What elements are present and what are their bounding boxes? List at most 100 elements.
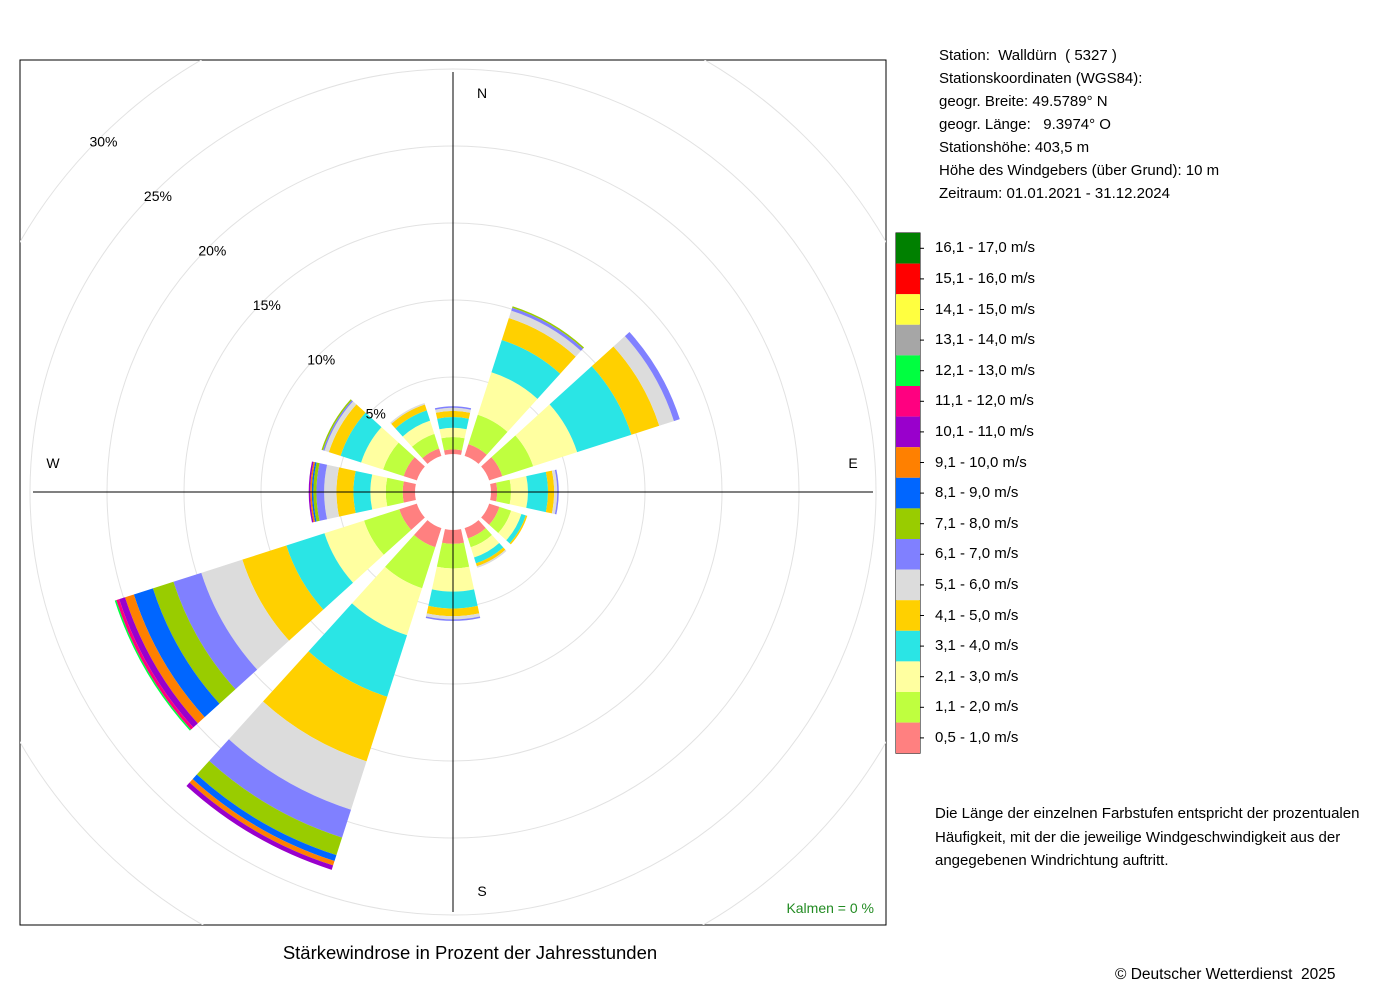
petal-segment [192,774,337,862]
direction-label: W [46,455,60,471]
legend-label: 14,1 - 15,0 m/s [935,300,1036,318]
petal-segment [403,457,425,481]
petal-segment [498,510,522,541]
petal-segment [395,410,431,437]
legend-label: 16,1 - 17,0 m/s [935,239,1036,257]
petal-segment [328,404,366,456]
petal-segment [196,760,343,856]
legend-swatch [896,233,920,264]
legend-label: 1,1 - 2,0 m/s [935,698,1019,716]
legend-label: 10,1 - 11,0 m/s [935,422,1034,440]
petal-segment [364,509,412,555]
legend-swatch [896,416,920,448]
legend-label: 5,1 - 6,0 m/s [935,575,1019,593]
petal-segment [434,406,472,410]
direction-label: N [477,85,487,101]
petal-segment [506,513,526,544]
petal-segment [340,412,382,463]
legend-label: 8,1 - 9,0 m/s [935,484,1019,502]
petal-segment [464,520,486,539]
petal-segment [125,594,205,724]
ring-label: 15% [253,297,281,313]
petal-segment [501,317,576,374]
legend-swatches [896,233,924,754]
petal-segment [189,779,335,866]
axes [33,72,873,912]
petal-segment [470,534,500,558]
petal-segment [262,651,388,762]
petal-segment [173,572,258,690]
legend-swatch [896,539,920,570]
petal-segment [119,597,198,728]
legend-label: 11,1 - 12,0 m/s [935,392,1034,410]
petal-segment [509,515,528,545]
ring-label: 5% [366,406,386,422]
petal-segment [591,346,660,435]
petal-segment [511,307,584,351]
petal-segment [476,549,507,568]
petal-segment [477,372,538,432]
petal-segment [391,404,427,429]
calm-label: Kalmen = 0 % [786,900,874,916]
legend-swatch [896,630,920,662]
time-period: Zeitraum: 01.01.2021 - 31.12.2024 [939,185,1170,202]
legend-label: 2,1 - 3,0 m/s [935,667,1019,685]
petal-segment [361,427,399,470]
legend-label: 3,1 - 4,0 m/s [935,637,1019,655]
petal-segment [383,442,415,477]
legend-swatch [896,661,920,692]
direction-label: E [848,455,857,471]
petal-segment [554,469,559,515]
petal-segment [209,739,351,838]
legend-label: 6,1 - 7,0 m/s [935,545,1019,563]
petal-segment [242,545,324,641]
petal-segment [133,588,220,718]
copyright: © Deutscher Wetterdienst 2025 [1115,966,1336,983]
petal-segment [475,547,506,567]
station-coordinates-heading: Stationskoordinaten (WGS84): [939,70,1143,87]
station-name: Station: Walldürn ( 5327 ) [939,47,1117,64]
legend-label: 9,1 - 10,0 m/s [935,453,1027,471]
grid-rings [20,60,886,925]
petal-segment [152,581,236,704]
legend-swatch [896,600,920,631]
legend-swatch [896,324,920,356]
ring-label: 30% [89,134,117,150]
petal-segment [467,528,492,548]
petal-segment [411,433,440,459]
station-elevation: Stationshöhe: 403,5 m [939,139,1090,156]
petal-segment [515,404,578,467]
petal-segment [351,566,423,636]
explanation-text: Die Länge der einzelnen Farbstufen entsp… [935,805,1360,869]
legend-label: 12,1 - 13,0 m/s [935,361,1036,379]
petal-segment [468,414,508,455]
petal-segment [308,603,408,697]
petal-segment [481,503,500,525]
legend-swatch [896,294,920,325]
chart-caption: Stärkewindrose in Prozent der Jahresstun… [282,942,658,963]
petal-segment [228,701,367,810]
direction-label: S [477,883,486,899]
legend-swatch [896,722,920,754]
petal-segment [474,542,504,564]
petal-segment [414,520,442,548]
petal-segment [321,399,352,451]
legend-swatch [896,263,920,295]
grid-ring [20,60,886,925]
sensor-height: Höhe des Windgebers (über Grund): 10 m [939,162,1220,179]
axis-labels: N E S W 5% 10% 15% 20% 25% 30% Kalmen = 0 % [46,85,874,916]
legend-label: 4,1 - 5,0 m/s [935,606,1019,624]
petal-segment [422,448,442,464]
petal-segment [313,462,320,522]
petal-segment [311,462,317,522]
legend-label: 15,1 - 16,0 m/s [935,269,1036,287]
legend-swatch [896,447,920,478]
petal-segment [491,435,534,477]
petal-segment [186,782,334,870]
petal-segment [399,503,425,530]
legend-label: 0,5 - 1,0 m/s [935,728,1019,746]
petal-segment [491,339,561,399]
legend-swatch [896,508,920,539]
petal-segment [508,310,581,357]
